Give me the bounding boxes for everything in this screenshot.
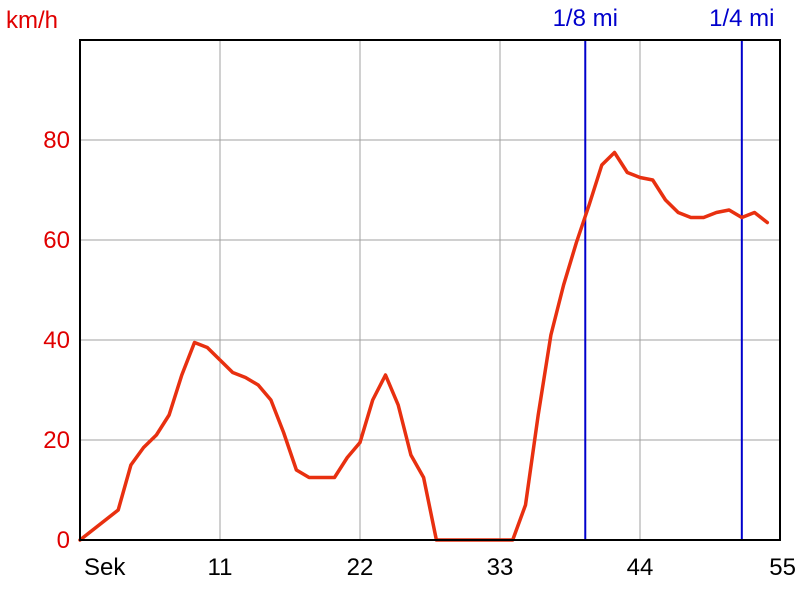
x-tick-label: 22	[347, 554, 374, 581]
grid-lines	[80, 40, 780, 540]
plot-frame	[79, 39, 781, 541]
y-tick-label: 20	[43, 427, 70, 454]
distance-marker-label: 1/4 mi	[709, 5, 774, 32]
y-tick-label: 80	[43, 127, 70, 154]
x-tick-label: 55	[769, 554, 796, 581]
y-tick-label: 0	[57, 527, 70, 554]
distance-markers: 1/8 mi 1/4 mi	[553, 5, 774, 540]
y-tick-label: 40	[43, 327, 70, 354]
x-tick-labels: 11 22 33 44 55	[208, 554, 796, 581]
y-tick-label: 60	[43, 227, 70, 254]
x-axis-label: Sek	[84, 554, 126, 581]
y-tick-labels: 0 20 40 60 80	[43, 127, 70, 554]
y-axis-label: km/h	[6, 7, 58, 34]
speed-series-line	[78, 150, 770, 542]
x-tick-label: 33	[487, 554, 514, 581]
distance-marker-label: 1/8 mi	[553, 5, 618, 32]
x-tick-label: 44	[627, 554, 654, 581]
x-tick-label: 11	[208, 554, 233, 581]
